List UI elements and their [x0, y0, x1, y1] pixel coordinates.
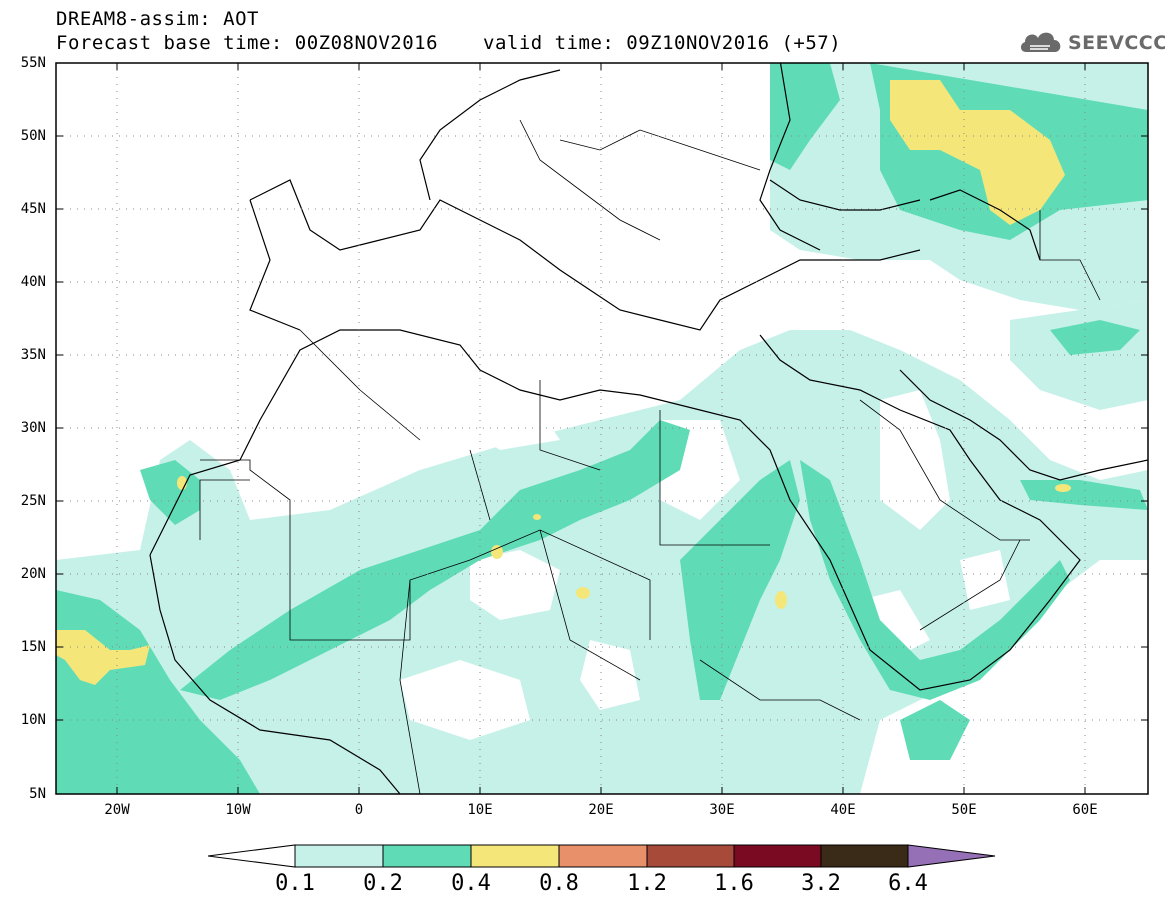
logo-text: SEEVCCC [1068, 32, 1165, 54]
colorbar-label: 0.4 [451, 871, 491, 896]
lat-label: 20N [20, 566, 46, 582]
coastlines [149, 63, 1148, 794]
lat-label: 55N [20, 55, 46, 71]
chart-title: DREAM8-assim: AOT [56, 8, 259, 30]
lon-label: 20E [588, 802, 614, 818]
lon-label: 10W [225, 802, 251, 818]
lat-label: 15N [20, 639, 46, 655]
colorbar-label: 0.1 [275, 871, 315, 896]
colorbar-label: 1.6 [714, 871, 754, 896]
lon-label: 20W [104, 802, 130, 818]
lat-label: 45N [20, 201, 46, 217]
country-borders [199, 119, 1101, 794]
aot-clear-areas [400, 390, 1010, 740]
colorbar-label: 1.2 [627, 871, 667, 896]
cloud-icon [1020, 32, 1061, 52]
lon-label: 50E [951, 802, 977, 818]
colorbar-label: 0.2 [363, 871, 403, 896]
axis-ticks [56, 63, 1148, 794]
lat-label: 5N [29, 786, 46, 802]
lon-label: 10E [467, 802, 493, 818]
colorbar-label: 0.8 [539, 871, 579, 896]
lat-label: 40N [20, 274, 46, 290]
lon-label: 60E [1072, 802, 1098, 818]
graticule [56, 63, 1148, 794]
lat-label: 25N [20, 493, 46, 509]
lat-label: 35N [20, 347, 46, 363]
aot-band-0.4-0.8 [56, 80, 1071, 685]
colorbar-label: 3.2 [801, 871, 841, 896]
lon-label: 40E [830, 802, 856, 818]
valid-time: valid time: 09Z10NOV2016 (+57) [483, 32, 842, 54]
seevccc-logo: SEEVCCC [1018, 26, 1165, 60]
lat-label: 50N [20, 128, 46, 144]
forecast-base-time: Forecast base time: 00Z08NOV2016 [56, 32, 439, 54]
lat-label: 10N [20, 712, 46, 728]
aot-field [56, 63, 1148, 794]
lat-label: 30N [20, 420, 46, 436]
lon-label: 30E [709, 802, 735, 818]
colorbar-label: 6.4 [888, 871, 928, 896]
lon-label: 0 [354, 802, 364, 818]
